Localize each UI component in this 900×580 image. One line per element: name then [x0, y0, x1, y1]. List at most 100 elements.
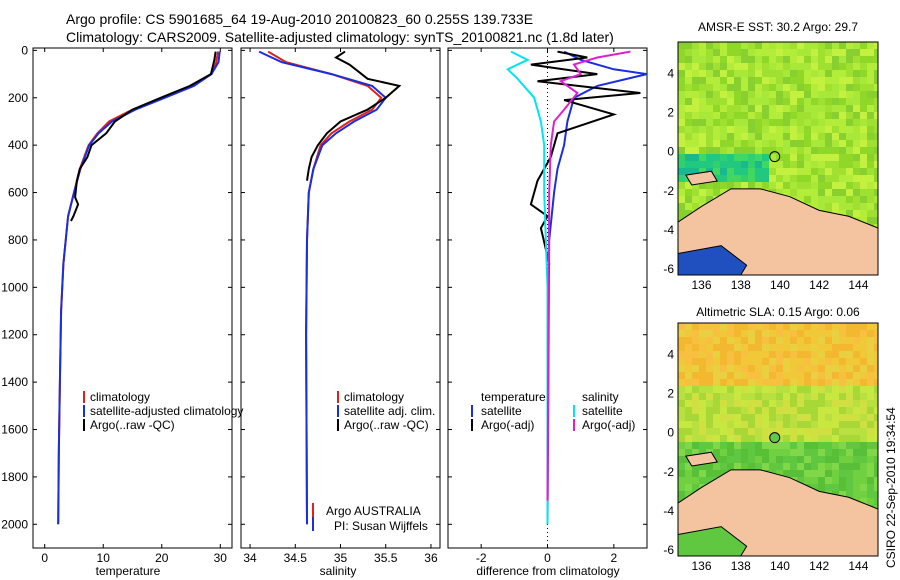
map-cell: [811, 56, 818, 63]
map-cell: [811, 161, 818, 168]
map-cell: [734, 98, 741, 105]
map-cell: [734, 337, 741, 344]
map-cell: [706, 133, 713, 140]
map-cell: [734, 42, 741, 49]
map-cell: [713, 91, 720, 98]
map-cell: [734, 330, 741, 337]
map-cell: [811, 330, 818, 337]
map-cell: [839, 358, 846, 365]
map-cell: [825, 189, 832, 196]
map-cell: [839, 175, 846, 182]
map-cell: [825, 407, 832, 414]
legend-label-temp-satellite: satellite: [481, 404, 522, 418]
map-cell: [755, 84, 762, 91]
salinity-panel: [240, 47, 441, 549]
map-cell: [811, 112, 818, 119]
map-cell: [741, 105, 748, 112]
map-cell: [727, 386, 734, 393]
map-cell: [846, 463, 853, 470]
map-cell: [832, 407, 839, 414]
map-cell: [741, 140, 748, 147]
y-tick-label: 2000: [1, 517, 28, 531]
map-cell: [748, 84, 755, 91]
map-cell: [678, 372, 685, 379]
map-cell: [741, 63, 748, 70]
island: [685, 170, 719, 186]
map-cell: [776, 330, 783, 337]
map-cell: [720, 323, 727, 330]
map-cell: [874, 119, 878, 126]
legend-label-temp-argo: Argo(-adj): [481, 418, 534, 432]
map-cell: [741, 84, 748, 91]
map-cell: [734, 70, 741, 77]
map-cell: [867, 63, 874, 70]
map-cell: [804, 49, 811, 56]
map-cell: [783, 428, 790, 435]
map-cell: [804, 428, 811, 435]
map-cell: [678, 119, 685, 126]
map-cell: [797, 449, 804, 456]
map-cell: [797, 133, 804, 140]
map-cell: [804, 470, 811, 477]
y-tick-label: 1800: [1, 470, 28, 484]
map-cell: [867, 449, 874, 456]
map-cell: [678, 358, 685, 365]
map-cell: [797, 414, 804, 421]
map-cell: [706, 84, 713, 91]
map-cell: [874, 470, 878, 477]
map-cell: [846, 112, 853, 119]
map-cell: [755, 147, 762, 154]
map-cell: [804, 435, 811, 442]
map-cell: [797, 119, 804, 126]
map-cell: [755, 428, 762, 435]
map-cell: [699, 372, 706, 379]
map-cell: [692, 435, 699, 442]
map-cell: [769, 400, 776, 407]
map-cell: [713, 126, 720, 133]
map-cell: [860, 477, 867, 484]
map-cell: [734, 442, 741, 449]
map-cell: [818, 351, 825, 358]
map-cell: [874, 449, 878, 456]
map-cell: [804, 119, 811, 126]
map-cell: [811, 63, 818, 70]
map-cell: [741, 344, 748, 351]
map-cell: [825, 98, 832, 105]
map-cell: [818, 421, 825, 428]
temperature-panel: [32, 47, 233, 549]
map-cell: [713, 330, 720, 337]
map-cell: [678, 477, 685, 484]
map-cell: [839, 49, 846, 56]
map-cell: [818, 344, 825, 351]
map-cell: [853, 463, 860, 470]
map-cell: [790, 400, 797, 407]
map-cell: [755, 372, 762, 379]
map-cell: [790, 56, 797, 63]
map-cell: [839, 42, 846, 49]
map-cell: [860, 105, 867, 112]
map-cell: [692, 147, 699, 154]
map-cell: [867, 56, 874, 63]
map-cell: [874, 70, 878, 77]
map-cell: [825, 49, 832, 56]
map-cell: [825, 140, 832, 147]
map-cell: [811, 140, 818, 147]
map-cell: [832, 351, 839, 358]
map-cell: [706, 400, 713, 407]
map-cell: [825, 428, 832, 435]
map-cell: [692, 442, 699, 449]
map-cell: [804, 358, 811, 365]
map-cell: [727, 344, 734, 351]
map-cell: [678, 140, 685, 147]
y-tick-label: 400: [8, 138, 28, 152]
map-cell: [797, 407, 804, 414]
map-cell: [706, 126, 713, 133]
map-cell: [790, 133, 797, 140]
header-line2: Climatology: CARS2009. Satellite-adjuste…: [66, 29, 614, 45]
map-x-tick-label: 144: [848, 559, 868, 573]
map-cell: [706, 386, 713, 393]
map-cell: [755, 133, 762, 140]
map-cell: [692, 119, 699, 126]
map-cell: [832, 203, 839, 210]
map-cell: [755, 337, 762, 344]
